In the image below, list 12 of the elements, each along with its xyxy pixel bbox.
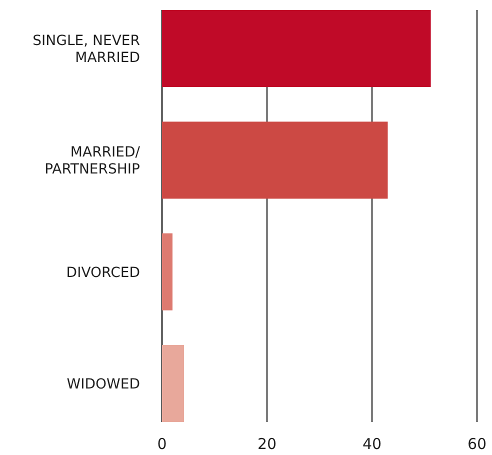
y-tick-label: MARRIED/PARTNERSHIP [44, 144, 140, 178]
bar [162, 122, 388, 199]
y-tick-label: SINGLE, NEVER MARRIED [32, 33, 140, 66]
y-tick-label: DIVORCED [66, 264, 140, 281]
x-tick-label: 0 [157, 435, 167, 453]
bar [162, 344, 184, 422]
bar [162, 233, 172, 310]
x-tick-label: 40 [362, 435, 382, 453]
y-tick-label: WIDOWED [66, 376, 140, 392]
bar [162, 10, 431, 88]
x-tick-label: 60 [467, 435, 487, 453]
x-tick-label: 20 [257, 435, 277, 453]
